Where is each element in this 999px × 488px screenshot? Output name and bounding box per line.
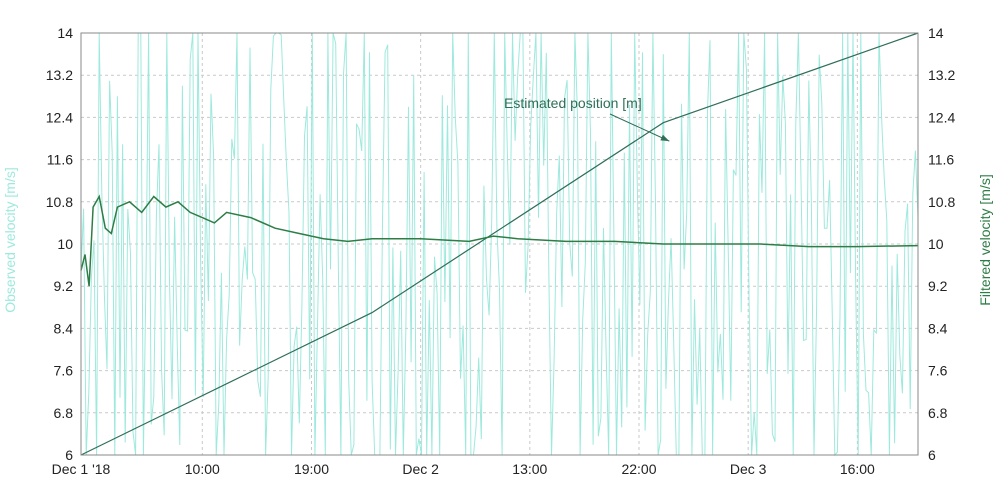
observed-velocity-line (80, 32, 919, 457)
x-tick-label: 10:00 (185, 461, 220, 477)
y-left-tick-label: 6.8 (54, 405, 74, 421)
observed-velocity-series (80, 32, 919, 457)
x-tick-label: 22:00 (621, 461, 656, 477)
y-right-tick-label: 10.8 (928, 194, 955, 210)
y-right-tick-label: 14 (928, 25, 944, 41)
x-tick-label: 16:00 (840, 461, 875, 477)
y-left-tick-label: 10.8 (46, 194, 73, 210)
y-left-tick-label: 12.4 (46, 109, 73, 125)
estimated-position-series (80, 32, 919, 456)
y-left-tick-label: 8.4 (54, 320, 74, 336)
x-tick-label: Dec 2 (402, 461, 439, 477)
x-tick-label: 13:00 (512, 461, 547, 477)
annotation-arrowhead (660, 134, 670, 142)
y-left-tick-label: 6 (65, 447, 73, 463)
y-right-tick-label: 10 (928, 236, 944, 252)
y-right-tick-label: 7.6 (928, 363, 948, 379)
y-left-tick-label: 10 (57, 236, 73, 252)
y-right-tick-label: 8.4 (928, 320, 948, 336)
y-left-tick-label: 11.6 (47, 152, 73, 168)
estimated-position-line (80, 32, 919, 456)
annotation-label: Estimated position [m] (504, 95, 642, 111)
y-right-tick-label: 9.2 (928, 278, 948, 294)
annotation: Estimated position [m] (504, 95, 670, 142)
annotation-arrow (609, 113, 670, 142)
x-tick-label: 19:00 (294, 461, 329, 477)
filtered-velocity-line (80, 194, 919, 287)
y-right-tick-label: 6.8 (928, 405, 948, 421)
y-right-tick-label: 12.4 (928, 109, 955, 125)
y-left-tick-label: 9.2 (54, 278, 74, 294)
y-left-axis-ticks: 6 6.8 7.6 8.4 9.2 10 10.8 11.6 12.4 13.2 14 (46, 25, 73, 463)
y-right-axis-title: Filtered velocity [m/s] (977, 174, 993, 305)
x-tick-label: Dec 1 '18 (52, 461, 111, 477)
y-right-tick-label: 13.2 (928, 67, 955, 83)
y-left-tick-label: 14 (57, 25, 73, 41)
x-axis-ticks: Dec 1 '18 10:00 19:00 Dec 2 13:00 22:00 Dec 3 1… (52, 461, 875, 477)
y-left-axis-title: Observed velocity [m/s] (2, 167, 18, 313)
y-left-tick-label: 7.6 (54, 363, 74, 379)
filtered-velocity-series (80, 194, 919, 287)
y-right-tick-label: 6 (928, 447, 936, 463)
y-right-axis-ticks: 6 6.8 7.6 8.4 9.2 10 10.8 11.6 12.4 13.2 14 (928, 25, 955, 463)
y-right-tick-label: 11.6 (928, 152, 954, 168)
plot-frame (80, 32, 919, 456)
y-left-tick-label: 13.2 (46, 67, 73, 83)
x-tick-label: Dec 3 (730, 461, 767, 477)
